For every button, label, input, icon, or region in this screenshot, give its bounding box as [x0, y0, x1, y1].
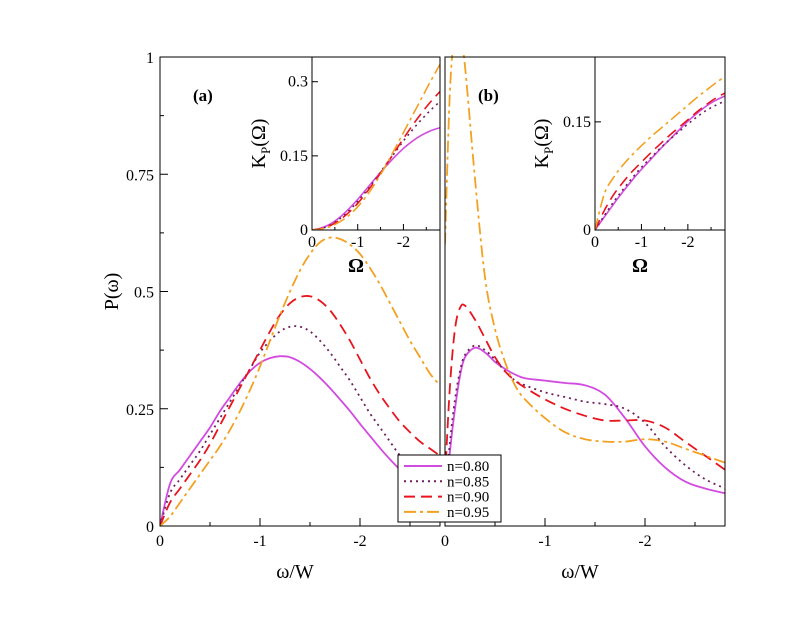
inset-y-tick-label: 0.15: [280, 148, 308, 165]
inset-x-tick-label: -1: [351, 234, 364, 251]
inset-y-label-sub: P: [258, 147, 273, 154]
x-tick-label: -1: [253, 533, 266, 550]
inset-x-tick-label: -2: [681, 234, 694, 251]
panel-label: (a): [193, 86, 213, 105]
inset-y-tick-label: 0: [300, 222, 308, 239]
y-tick-label: 0.25: [126, 402, 154, 419]
legend-layer: n=0.80n=0.85n=0.90n=0.95: [397, 454, 502, 523]
y-tick-label: 0.75: [126, 167, 154, 184]
series-line-n-0_90: [160, 295, 440, 526]
x-tick-label: -2: [638, 533, 651, 550]
inset-x-label: Ω: [632, 255, 648, 277]
inset-y-label: KP(Ω): [248, 119, 273, 169]
panel-a-curves: [160, 236, 440, 526]
inset-y-label-main: K: [248, 153, 270, 168]
legend-entry-label: n=0.95: [447, 505, 489, 521]
x-tick-label: -1: [538, 533, 551, 550]
inset-x-tick-label: 0: [591, 234, 599, 251]
inset-y-label-suffix: (Ω): [531, 119, 553, 147]
series-line-n-0_90: [595, 92, 725, 230]
inset-y-tick-label: 0: [583, 222, 591, 239]
y-tick-label: 0: [146, 519, 154, 536]
y-tick-label: 0.5: [134, 285, 154, 302]
series-line-n-0_90: [445, 303, 725, 480]
inset-x-tick-label: -1: [635, 234, 648, 251]
y-axis-label: P(ω): [101, 273, 123, 311]
inset-x-tick-label: -2: [397, 234, 410, 251]
panel-a-axes: 0 -1 -2 ω/W (a) 0 0.25 0.5 0.75 1 P(ω): [101, 50, 441, 583]
legend-entry-label: n=0.80: [447, 459, 489, 475]
inset-y-label-suffix: (Ω): [248, 119, 270, 147]
x-tick-label: 0: [441, 533, 449, 550]
series-line-n-0_95: [595, 75, 725, 230]
axes-layer: 0 -1 -2 ω/W (a) 0 0.25 0.5 0.75 1 P(ω) 0 -1 -2 ω/W (b): [101, 50, 726, 583]
inset-y-tick-label: 0.15: [563, 114, 591, 131]
inset-y-label-sub: P: [541, 147, 556, 154]
plot-frame: [444, 56, 726, 527]
x-tick-label: -2: [353, 533, 366, 550]
panel-label: (b): [478, 86, 499, 105]
x-axis-label: ω/W: [561, 561, 599, 583]
legend-entry-label: n=0.85: [447, 474, 489, 490]
inset-a: 0 -1 -2 0 0.15 0.3 Ω KP(Ω): [248, 56, 441, 277]
panel-b-axes: 0 -1 -2 ω/W (b): [441, 56, 726, 583]
series-line-n-0_95: [160, 236, 440, 526]
inset-y-label: KP(Ω): [531, 119, 556, 169]
series-line-n-0_95: [445, 55, 725, 464]
inset-b: 0 -1 -2 0 0.15 Ω KP(Ω): [531, 56, 726, 277]
inset-x-label: Ω: [348, 255, 364, 277]
inset-y-label-main: K: [531, 153, 553, 168]
inset-y-tick-label: 0.3: [288, 74, 308, 91]
curves-layer: [160, 55, 725, 526]
legend-entry-label: n=0.90: [447, 490, 489, 506]
series-line-n-0_85: [445, 344, 725, 498]
series-line-n-0_90: [312, 91, 440, 230]
y-tick-label: 1: [146, 50, 154, 67]
series-line-n-0_80: [160, 355, 440, 526]
x-tick-label: 0: [156, 533, 164, 550]
inset-x-tick-label: 0: [308, 234, 316, 251]
panel-b-curves: [445, 55, 725, 503]
series-line-n-0_80: [445, 346, 725, 503]
x-axis-label: ω/W: [276, 561, 314, 583]
inset-background: [312, 57, 440, 230]
